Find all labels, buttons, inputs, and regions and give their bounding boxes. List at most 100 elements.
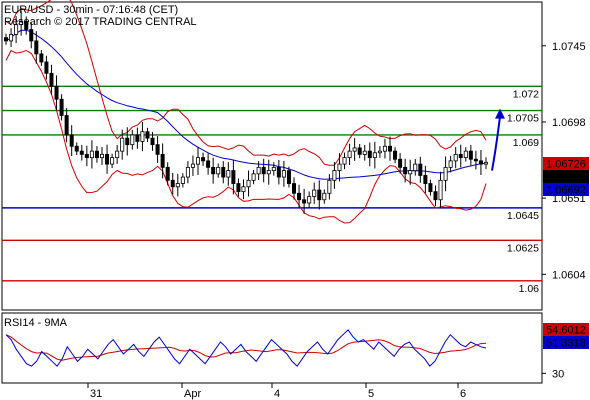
candle-body xyxy=(130,134,135,146)
candle-body xyxy=(393,150,398,160)
candle-body xyxy=(448,160,453,168)
candle-body xyxy=(266,170,271,175)
candle-body xyxy=(9,34,14,42)
candle-body xyxy=(84,153,89,159)
rsi-value-text: 54.6012 xyxy=(546,325,586,337)
candle-body xyxy=(49,72,54,87)
candle-body xyxy=(19,21,24,26)
candle-body xyxy=(377,150,382,154)
candle-body xyxy=(150,137,155,146)
candle-body xyxy=(236,183,241,193)
candle-body xyxy=(64,115,69,136)
level-label: 1.072 xyxy=(513,88,539,100)
candle-body xyxy=(256,166,261,175)
candle-body xyxy=(453,153,458,162)
candle-body xyxy=(478,160,483,165)
candle-body xyxy=(110,157,115,165)
candle-body xyxy=(180,176,185,184)
candle-body xyxy=(185,166,190,178)
candle-body xyxy=(211,166,216,175)
candle-body xyxy=(261,166,266,175)
candle-body xyxy=(251,173,256,181)
candle-body xyxy=(201,157,206,162)
projection-path xyxy=(491,116,501,171)
y-tick-label: 1.0698 xyxy=(552,117,586,129)
candle-body xyxy=(327,179,332,194)
candle-body xyxy=(357,147,362,155)
candle-body xyxy=(155,144,160,155)
level-label: 1.0645 xyxy=(507,210,539,222)
candle-body xyxy=(14,24,19,35)
candle-body xyxy=(69,134,74,147)
candle-body xyxy=(221,166,226,178)
candle-body xyxy=(438,179,443,201)
level-label: 1.06 xyxy=(519,283,540,295)
price-label-box xyxy=(543,157,589,170)
candle-body xyxy=(382,145,387,152)
candle-body xyxy=(403,166,408,175)
rsi-line xyxy=(5,329,487,367)
rsi-y-tick-label: 30 xyxy=(552,368,564,380)
candle-body xyxy=(297,192,302,201)
candle-body xyxy=(24,21,29,30)
candle-body xyxy=(74,145,79,152)
candle-body xyxy=(322,192,327,201)
candle-body xyxy=(418,163,423,176)
lower-band-line xyxy=(5,49,487,224)
candle-body xyxy=(347,150,352,159)
price-label-text: 1.06726 xyxy=(546,159,586,171)
candle-body xyxy=(29,29,34,42)
candle-body xyxy=(408,170,413,175)
support-resistance-levels: 1.072 1.0705 1.069 1.0645 1.0625 1.06 xyxy=(2,85,542,295)
projection-arrowhead xyxy=(495,108,505,119)
candle-body xyxy=(34,40,39,55)
candle-body xyxy=(458,153,463,159)
price-label-text: 1.06692 xyxy=(546,185,586,197)
candle-body xyxy=(423,175,428,184)
candle-body xyxy=(342,157,347,165)
candle-body xyxy=(291,183,296,194)
candle-body xyxy=(195,157,200,165)
candle-body xyxy=(398,158,403,168)
candle-body xyxy=(145,131,150,139)
candle-body xyxy=(332,170,337,181)
candle-body xyxy=(428,183,433,193)
candle-body xyxy=(302,199,307,204)
level-label: 1.0705 xyxy=(507,113,539,125)
candle-body xyxy=(231,170,236,184)
projection-arrow xyxy=(491,108,505,171)
candle-body xyxy=(105,153,110,165)
candle-body xyxy=(312,189,317,197)
x-tick-label: 6 xyxy=(460,388,466,400)
chart-title: EUR/USD - 30min - 07:16:48 (CET) xyxy=(4,4,178,16)
candle-body xyxy=(79,150,84,155)
level-label: 1.069 xyxy=(513,137,539,149)
price-label-box xyxy=(543,170,589,183)
candle-body xyxy=(281,170,286,178)
candle-body xyxy=(246,179,251,188)
candle-body xyxy=(135,134,140,142)
candle-body xyxy=(140,131,145,142)
rsi-value-box xyxy=(543,336,589,349)
candle-body xyxy=(89,150,94,159)
y-tick-label: 1.0745 xyxy=(552,41,586,53)
rsi-value-box xyxy=(543,323,589,336)
candle-body xyxy=(317,189,322,201)
candle-body xyxy=(165,166,170,181)
candle-body xyxy=(387,145,392,152)
candle-body xyxy=(216,166,221,175)
rsi-title: RSI14 - 9MA xyxy=(4,317,68,329)
rsi-value-text: 51.3318 xyxy=(546,338,586,350)
x-tick-label: 4 xyxy=(274,388,280,400)
level-label: 1.0625 xyxy=(507,242,539,254)
candle-body xyxy=(170,179,175,188)
price-candles xyxy=(4,10,488,214)
candle-body xyxy=(120,137,125,152)
candle-body xyxy=(433,191,438,201)
chart-copyright: Research © 2017 TRADING CENTRAL xyxy=(4,16,197,28)
rsi-panel-frame xyxy=(1,312,543,384)
axes: 1.0745 1.0698 1.0651 1.0604 31 Apr 4 5 6 30 xyxy=(87,41,586,400)
candle-body xyxy=(125,137,130,146)
candle-body xyxy=(367,150,372,159)
